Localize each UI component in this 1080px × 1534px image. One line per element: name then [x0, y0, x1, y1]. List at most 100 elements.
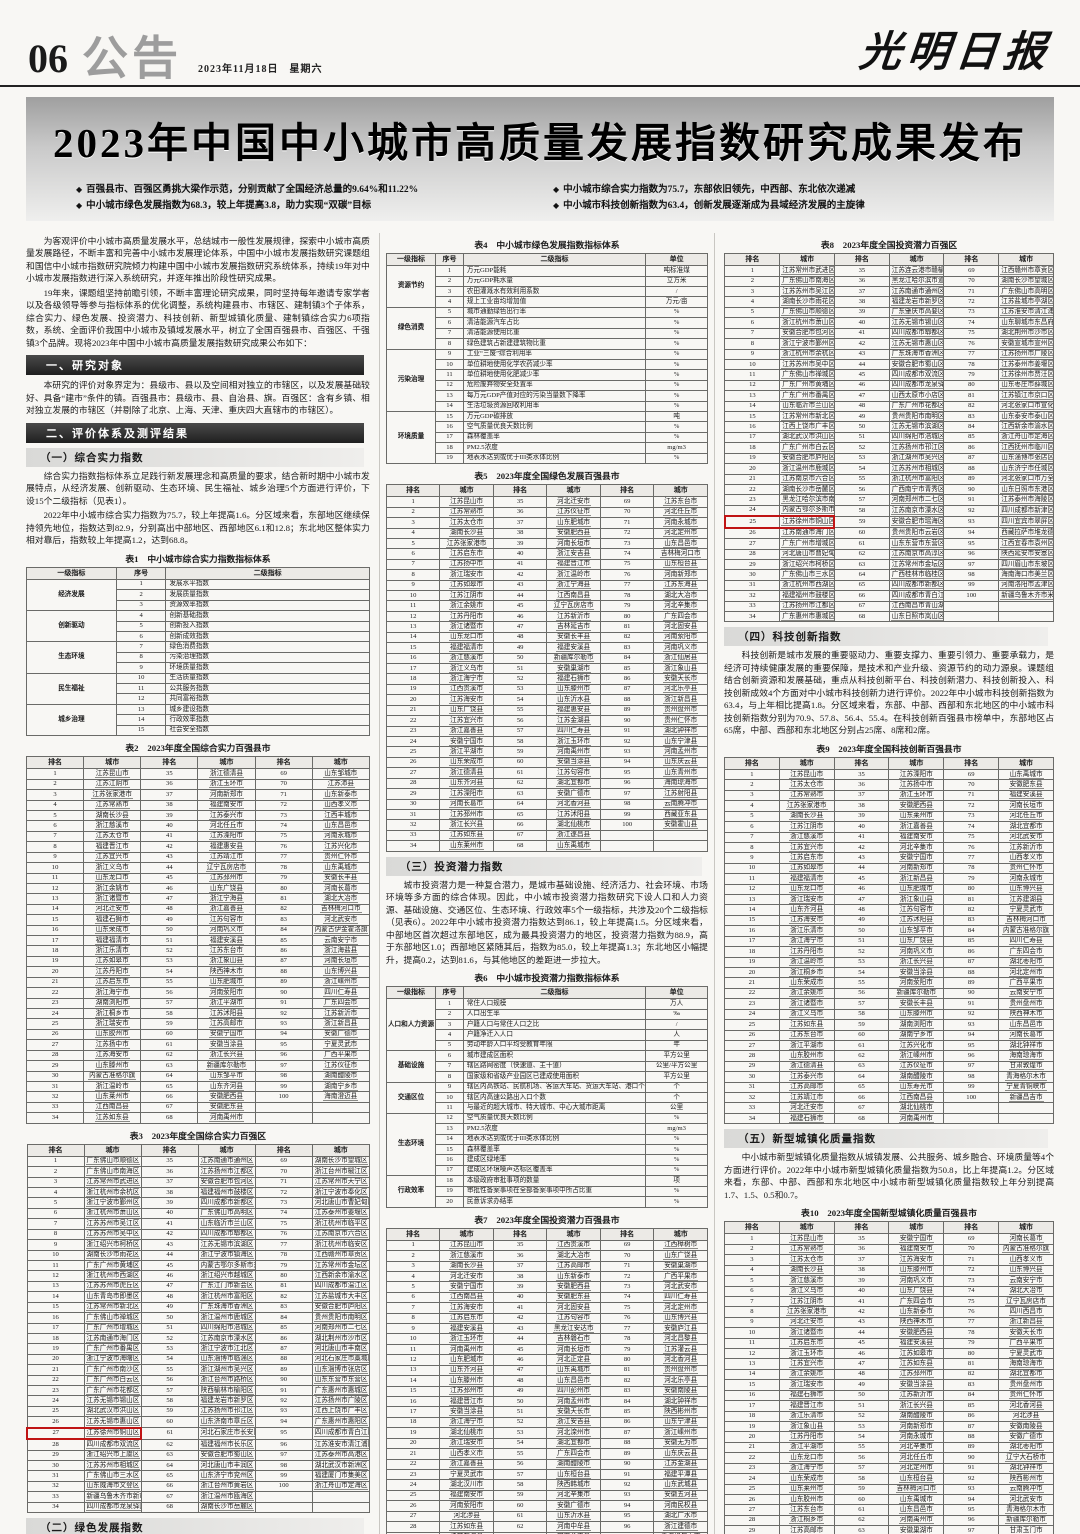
rank-cell: 11 [385, 1343, 441, 1356]
city-cell: 浙江温岭市 [83, 1080, 142, 1093]
city-cell: 江西抚州市临川区 [998, 442, 1055, 454]
indicator-col-header: 序号 [435, 985, 464, 1000]
table-row: 28 山东胶州市 62 浙江嵊州市 96 海南琼海市 [723, 1050, 1055, 1062]
rank-cell: 82 [943, 904, 1000, 916]
rank-cell: 26 [26, 1416, 85, 1429]
table-row: 29 江苏溧阳市 63 安徽广德市 97 江苏射阳县 [385, 788, 708, 800]
rank-cell: 95 [943, 1504, 1000, 1516]
city-cell: 广东珠海市香洲区 [197, 1301, 256, 1314]
indicator-unit-cell: % [645, 390, 708, 402]
rank-cell: 70 [599, 506, 655, 519]
indicator-no-cell: 14 [435, 400, 464, 413]
city-cell: 山东莱州市 [888, 810, 945, 823]
city-cell: 浙江余姚市 [83, 882, 142, 895]
indicator-no-cell: 16 [435, 421, 464, 433]
rank-cell: 93 [254, 1018, 313, 1030]
city-cell: 广西桂林市临桂区 [888, 569, 945, 581]
city-cell: 福建平潭县 [653, 1468, 708, 1481]
rank-cell: 36 [492, 1250, 548, 1262]
city-cell: 新疆库尔勒市 [546, 652, 601, 665]
rank-cell: 56 [140, 1374, 199, 1387]
city-cell: 山东滕州市 [83, 1060, 142, 1072]
city-cell: 江苏常熟市 [778, 789, 835, 802]
rank-cell: 2 [723, 779, 780, 791]
city-cell: 浙江台州市黄岩区 [197, 1480, 256, 1493]
city-cell: 浙江杭州市余杭区 [83, 1187, 142, 1199]
rank-cell: 9 [26, 851, 85, 864]
rank-cell: 24 [26, 1395, 85, 1407]
table-row: 2广东佛山市南海区36黑龙江哈尔滨市道里区70湖南长沙市望城区 [724, 275, 1055, 287]
indicator-name-cell: 辖区内高速公路出入口个数 [462, 1091, 647, 1104]
city-cell: 黑龙江哈尔滨市道里区 [888, 275, 945, 287]
rank-col-header: 排名 [833, 1221, 890, 1235]
city-cell: 湖北广水市 [653, 1510, 708, 1523]
rank-cell: 74 [254, 820, 313, 832]
table-row: 25 江苏如东县 59 湖南浏阳市 93 山东昌邑市 [723, 1019, 1055, 1031]
city-cell: 湖南浏阳市 [83, 997, 142, 1010]
city-col-header: 城市 [83, 1143, 142, 1157]
table-row: 13 江苏苏州市虎丘区 47 广东江门市新会区 81 四川成都市温江区 [26, 1280, 370, 1293]
rank-cell: 82 [599, 1375, 655, 1387]
indicator-name-cell: 空气质量优良天数比例 [462, 1112, 647, 1125]
table-7-top100-county-investment: 排名 城市 排名 城市 排名 城市 1 江苏昆山市 35 江西贵溪市 69 江西樟树市 2 浙江慈溪市 36… [385, 1227, 708, 1534]
city-cell: 浙江海宁市 [439, 673, 494, 685]
city-cell: 江西南昌县 [888, 1092, 945, 1104]
rank-cell: 17 [385, 1406, 441, 1418]
city-cell: 浙江玉环市 [439, 1333, 494, 1345]
city-cell: 江苏盐城市大丰区 [311, 1291, 370, 1303]
rank-cell: 65 [833, 1081, 890, 1094]
rank-cell: 39 [492, 1281, 548, 1293]
indicator-name-cell: 审批性备案事项在全部备案事项中所占比重 [462, 1185, 647, 1198]
rank-cell: 2 [385, 506, 441, 519]
city-cell: 江苏沭阳县 [197, 1007, 256, 1020]
city-cell: 浙江海盐县 [311, 945, 370, 957]
rank-cell: 6 [723, 821, 780, 833]
city-cell: 河南长垣市 [311, 955, 370, 968]
city-cell: 内蒙古准格尔旗 [998, 1243, 1055, 1256]
indicator-unit-cell: 个 [645, 1091, 708, 1104]
city-cell: 福建安溪县 [197, 935, 256, 947]
city-cell: 安徽巢湖市 [546, 662, 601, 675]
city-cell: 河南永城市 [888, 1431, 945, 1443]
rank-cell: 59 [140, 1405, 199, 1418]
rank-cell: 99 [254, 1080, 313, 1093]
rank-col-header: 排名 [254, 1143, 313, 1157]
table-row: 经济发展 1 发展水平指数 [26, 578, 370, 612]
city-cell: 四川仁寿县 [998, 935, 1055, 948]
city-cell: 河南荥阳市 [197, 987, 256, 999]
city-cell: 河北香河县 [653, 1354, 708, 1366]
city-cell: 山东庆云县 [653, 756, 708, 769]
diamond-icon: ◆ [76, 185, 83, 194]
rank-cell: 6 [385, 548, 441, 560]
city-cell: 广东佛山市三水区 [779, 569, 835, 581]
rank-cell: 26 [26, 1028, 85, 1041]
city-cell: 云南腾冲市 [653, 798, 708, 810]
rank-cell: 29 [723, 1525, 780, 1534]
city-cell: 湖北钟祥市 [653, 1395, 708, 1408]
city-cell: 江苏张家港市 [83, 789, 142, 801]
city-cell: 江苏海安市 [778, 914, 835, 927]
table-row: 11 福建福清市 45 浙江新昌县 79 河南永城市 [723, 873, 1055, 885]
rank-cell: 64 [140, 1459, 199, 1472]
rank-cell: 91 [254, 1385, 313, 1397]
indicator-name-cell: 本级政府审批事项的数量 [462, 1175, 647, 1187]
table-2-top100-county-overall: 排名 城市 排名 城市 排名 城市 1 江苏昆山市 35 浙江德清县 69 山东邹城市 2 江苏江阴市 36… [26, 756, 370, 1124]
rank-cell: 69 [943, 265, 1000, 277]
rank-cell: 63 [833, 1525, 890, 1534]
city-cell: 福建南安市 [439, 1489, 494, 1502]
rank-cell: 67 [492, 829, 548, 842]
indicator-no-cell: 13 [435, 1123, 464, 1135]
city-cell: 山东寿光市 [888, 1081, 945, 1094]
rank-cell: 70 [599, 1250, 655, 1262]
rank-cell: 74 [943, 317, 1000, 329]
indicator-unit-cell: % [645, 358, 708, 371]
rank-cell: 34 [724, 611, 781, 623]
rank-cell: 25 [26, 1018, 85, 1030]
table-row: 15 江苏常州市新北区 49 贵州贵阳市南明区 83 山东泰安市泰山区 [724, 411, 1055, 423]
rank-cell: 63 [833, 1060, 890, 1073]
rank-cell: 40 [833, 1285, 890, 1297]
indicator-no-cell: 3 [435, 285, 464, 298]
indicator-unit-cell: 人 [645, 1029, 708, 1041]
rank-cell: 81 [254, 1280, 313, 1293]
city-cell: 江苏扬州市江都区 [779, 600, 835, 613]
